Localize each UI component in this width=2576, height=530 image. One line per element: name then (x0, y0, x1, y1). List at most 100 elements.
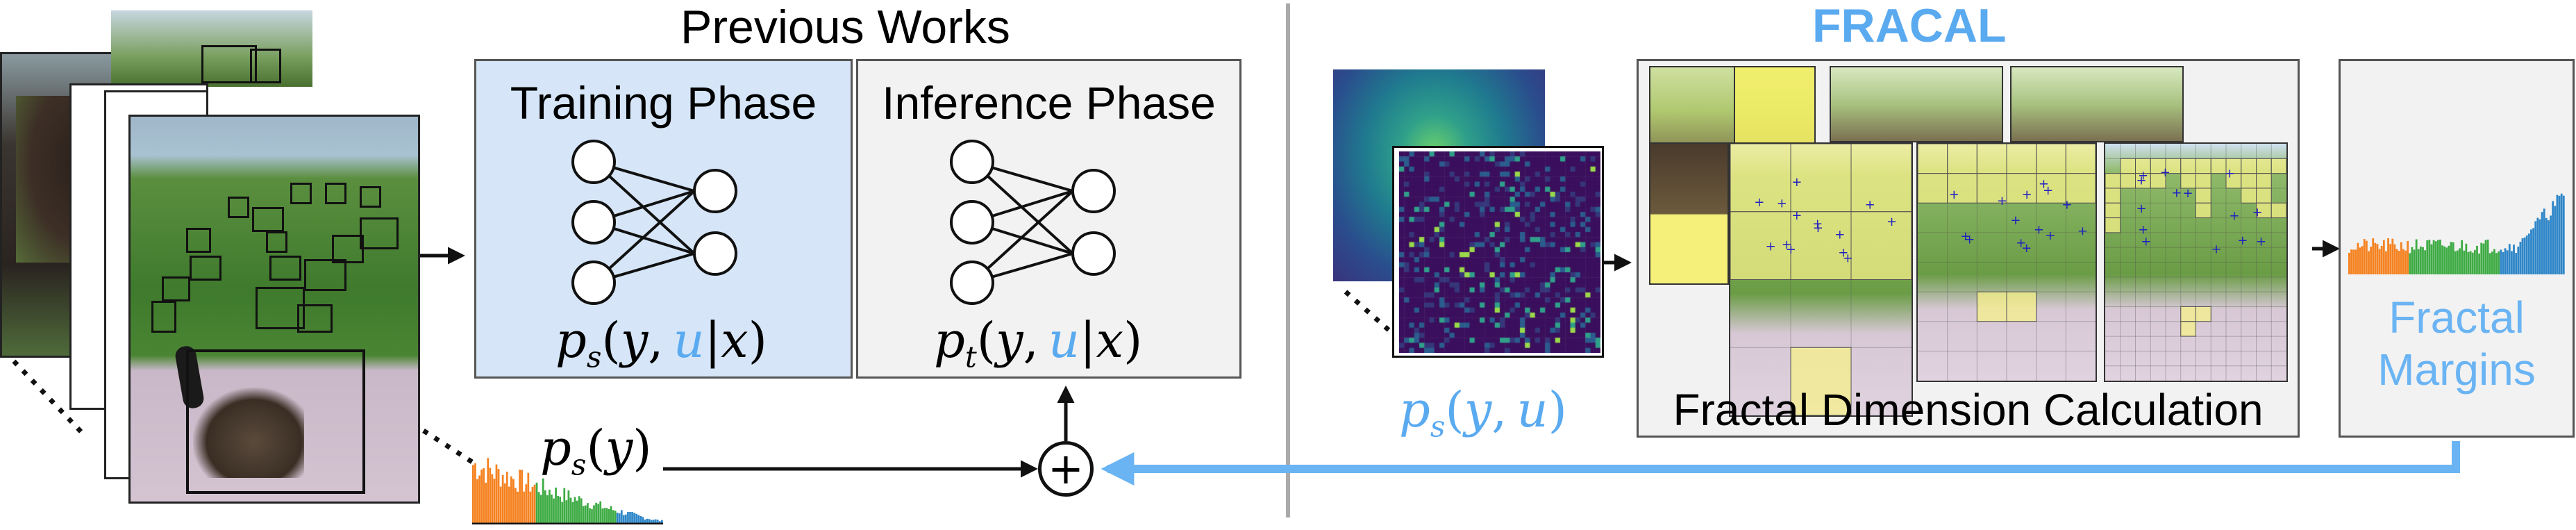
histogram-bar (2478, 253, 2481, 274)
histogram-bar (2370, 247, 2373, 274)
histogram-bar (540, 495, 542, 524)
histogram-bar (2445, 247, 2448, 274)
point-marker: + (1813, 221, 1823, 235)
point-marker: + (1887, 215, 1897, 229)
point-marker: + (1812, 217, 1823, 231)
histogram-bar (616, 513, 619, 524)
histogram-bar (2534, 221, 2537, 274)
fractal-margins-label-line2: Margins (2377, 345, 2536, 395)
histogram-bar (2554, 206, 2557, 274)
histogram-bar (2409, 253, 2411, 274)
histogram-bar (2493, 249, 2495, 274)
histogram-bar (2463, 250, 2466, 274)
grid-overlay-icon (1830, 66, 2003, 142)
histogram-bar (2519, 242, 2522, 274)
histogram-bar (633, 513, 635, 524)
histogram-bar (2432, 240, 2435, 274)
histogram-bar (561, 502, 564, 524)
histogram-bar (497, 469, 500, 524)
histogram-bar (2545, 217, 2548, 274)
bbox (151, 301, 176, 333)
point-marker: + (1834, 227, 1845, 242)
grid-cell (2105, 173, 2121, 189)
histogram-bar (501, 474, 504, 524)
histogram-bar (2389, 244, 2392, 274)
histogram-bar (612, 510, 614, 524)
histogram-bar (517, 491, 519, 524)
histogram-bar (618, 513, 621, 524)
histogram-bar (2419, 246, 2422, 274)
grid-cell (2196, 188, 2211, 204)
grid-cell (1918, 144, 1948, 174)
grid-cell (2036, 144, 2066, 174)
histogram-bar (515, 488, 517, 524)
grid-cell (1976, 291, 2007, 322)
histogram-bar (559, 496, 562, 524)
histogram-bar (2398, 251, 2400, 274)
histogram-bar (512, 479, 515, 524)
joint-formula: ps(y, u) (1399, 381, 1567, 444)
point-marker: + (2136, 173, 2147, 188)
histogram-bar (2461, 240, 2464, 274)
histogram-bar (597, 504, 600, 524)
histogram-bar (503, 483, 506, 524)
histogram-bar (2385, 251, 2387, 274)
histogram-bar (2452, 242, 2454, 274)
bbox (360, 217, 399, 249)
histogram-bar (2430, 244, 2433, 274)
grid-cell (2120, 158, 2136, 174)
histogram-bar (493, 479, 496, 524)
histogram-bar (525, 484, 528, 524)
histogram-bar (2393, 244, 2396, 274)
histogram-bar (553, 498, 555, 524)
histogram-bar (2560, 193, 2563, 274)
grid-cell (2036, 173, 2066, 204)
bbox (269, 256, 301, 281)
grid-cell (1790, 347, 1852, 415)
histogram-bar (608, 508, 610, 524)
bbox (190, 256, 221, 281)
point-marker: + (1791, 208, 1802, 223)
point-marker: + (2138, 222, 2148, 237)
histogram-bar (2521, 238, 2524, 274)
histogram-bar (557, 496, 559, 524)
histogram-bar (580, 498, 583, 524)
grid-cell (1850, 144, 1912, 213)
histogram-bar (654, 519, 657, 524)
histogram-bar (2395, 249, 2398, 274)
heading-fracal: FRACAL (1812, 0, 2007, 52)
histogram-bar (2424, 250, 2427, 274)
histogram-bar (2441, 245, 2443, 274)
point-marker: + (2136, 201, 2147, 216)
histogram-bar (2562, 195, 2565, 274)
histogram-bar (2434, 241, 2437, 274)
grid-cell (1790, 144, 1852, 213)
histogram-bar (582, 506, 585, 524)
histogram-bar (631, 512, 633, 524)
histogram-bar (2454, 251, 2457, 274)
histogram-bar (2473, 249, 2476, 274)
histogram-bar (2372, 238, 2375, 274)
point-marker: + (1766, 240, 1776, 254)
histogram-bar (2422, 247, 2424, 274)
histogram-bar (627, 511, 629, 524)
heatmap-sparse-canvas (1399, 151, 1600, 353)
histogram-bar (639, 515, 642, 524)
point-marker: + (2022, 188, 2032, 202)
histogram-bar (571, 502, 574, 524)
histogram-bar (2525, 235, 2528, 274)
histogram-bar (2556, 194, 2559, 274)
grid-cell (2196, 306, 2211, 322)
histogram-bar (2459, 248, 2461, 274)
point-marker: + (1865, 197, 1875, 212)
fractal-grid-tile: + + + + + + + + + + + + + + (1729, 142, 1913, 417)
histogram-bar (646, 518, 649, 524)
histogram-bar (2380, 246, 2383, 274)
histogram-bar (620, 510, 623, 524)
histogram-bar (521, 470, 524, 524)
inference-formula: pt(y, u|x) (934, 312, 1143, 374)
point-marker: + (1997, 194, 2007, 208)
histogram-bar (593, 505, 595, 524)
heading-previous-works: Previous Works (680, 1, 1010, 53)
